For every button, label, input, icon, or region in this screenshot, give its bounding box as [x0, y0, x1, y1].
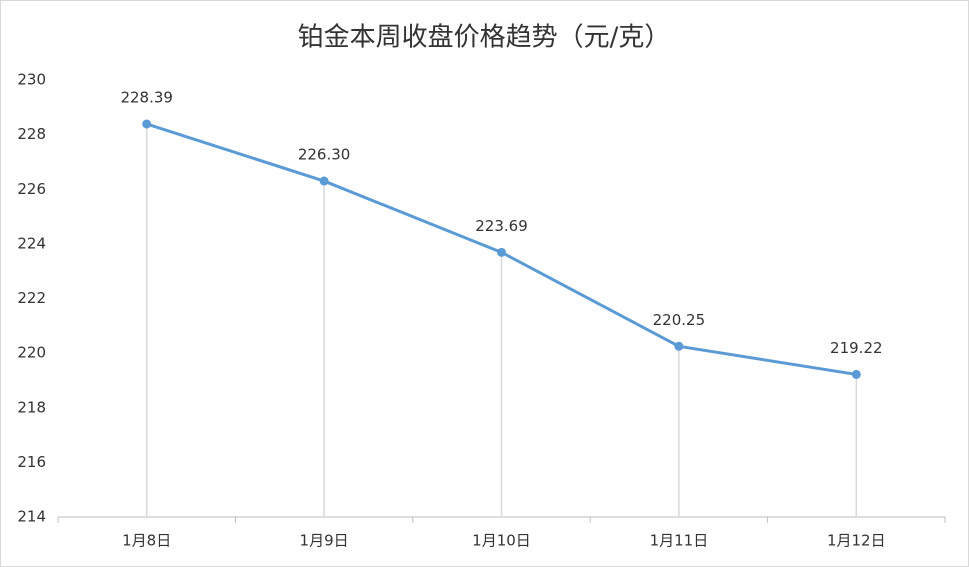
x-tick-label: 1月9日	[300, 532, 349, 550]
y-tick-label: 220	[17, 344, 46, 362]
y-tick-label: 222	[17, 289, 46, 307]
data-label: 226.30	[298, 146, 351, 164]
x-tick-label: 1月11日	[650, 532, 709, 550]
y-tick-label: 226	[17, 180, 46, 198]
point	[142, 119, 152, 129]
data-label: 220.25	[653, 311, 706, 329]
y-tick-label: 218	[17, 398, 46, 416]
y-tick-label: 230	[17, 71, 46, 89]
point	[674, 341, 684, 351]
chart-title: 铂金本周收盘价格趋势（元/克）	[298, 23, 671, 53]
data-label: 223.69	[475, 217, 528, 235]
point	[851, 369, 861, 379]
data-label: 228.39	[120, 88, 173, 106]
x-tick-label: 1月10日	[472, 532, 531, 550]
point	[319, 176, 329, 186]
point	[497, 247, 506, 257]
y-tick-label: 214	[17, 508, 46, 526]
x-tick-label: 1月8日	[122, 532, 171, 550]
x-tick-label: 1月12日	[827, 532, 886, 550]
y-tick-label: 216	[17, 453, 46, 471]
data-label: 219.22	[830, 339, 883, 357]
y-tick-label: 224	[17, 234, 46, 252]
y-tick-label: 228	[17, 125, 46, 143]
